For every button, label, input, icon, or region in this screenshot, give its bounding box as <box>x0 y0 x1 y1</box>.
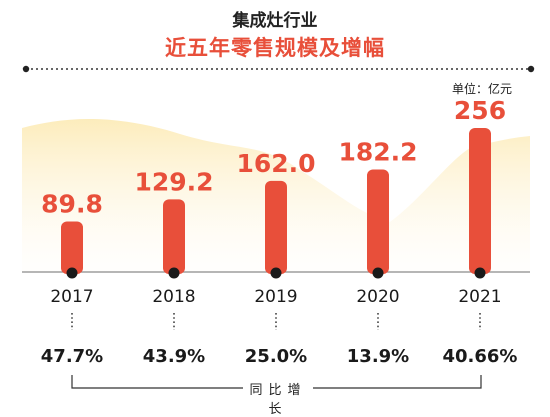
growth-label-2021: 40.66% <box>443 346 518 367</box>
top-divider-left-dot <box>22 65 30 73</box>
year-label-2017: 2017 <box>50 287 93 307</box>
growth-label-2019: 25.0% <box>245 346 307 367</box>
axis-dot-2019 <box>270 267 282 279</box>
chart-title: 集成灶行业 <box>232 11 318 31</box>
bar-2021 <box>469 128 491 274</box>
chart-subtitle: 近五年零售规模及增幅 <box>165 36 385 60</box>
axis-dot-2017 <box>66 267 78 279</box>
value-label-2018: 129.2 <box>134 167 213 196</box>
axis-dot-2020 <box>372 267 384 279</box>
bar-2020 <box>367 169 389 274</box>
bar-2018 <box>163 199 185 274</box>
unit-label: 单位：亿元 <box>452 82 513 96</box>
year-label-2020: 2020 <box>356 287 399 307</box>
bar-2017 <box>61 221 83 274</box>
value-label-2020: 182.2 <box>338 138 417 167</box>
axis-dot-2021 <box>474 267 486 279</box>
growth-label-2020: 13.9% <box>347 346 409 367</box>
bar-2019 <box>265 180 287 274</box>
growth-caption: 同比增长 <box>243 379 313 417</box>
growth-label-2017: 47.7% <box>41 346 103 367</box>
year-label-2021: 2021 <box>458 287 501 307</box>
value-label-2017: 89.8 <box>41 189 103 218</box>
value-label-2019: 162.0 <box>236 149 315 178</box>
growth-label-2018: 43.9% <box>143 346 205 367</box>
axis-dot-2018 <box>168 267 180 279</box>
year-label-2019: 2019 <box>254 287 297 307</box>
value-label-2021: 256 <box>454 96 506 125</box>
top-divider-right-dot <box>527 65 535 73</box>
year-label-2018: 2018 <box>152 287 195 307</box>
bar-chart: 89.8 2017 47.7% 129.2 2018 43.9% 162.0 2019 25.0… <box>22 65 535 389</box>
